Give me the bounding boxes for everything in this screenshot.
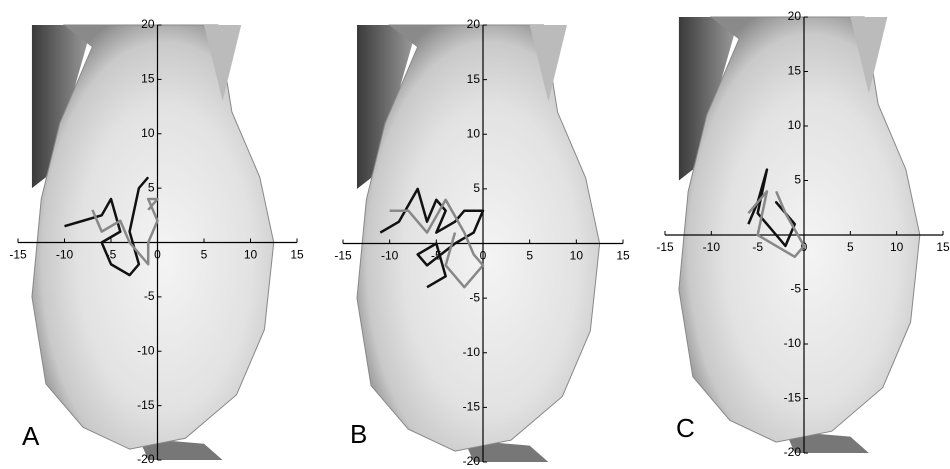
x-tick-label: 0 — [154, 248, 161, 262]
x-tick-label: 15 — [290, 248, 304, 262]
y-tick-label: 20 — [788, 9, 802, 23]
y-tick-label: -5 — [790, 282, 801, 296]
x-tick-label: 0 — [480, 249, 487, 263]
panel-label: C — [676, 413, 695, 443]
x-tick-label: 10 — [570, 249, 584, 263]
y-tick-label: -10 — [463, 345, 481, 359]
y-tick-label: 15 — [141, 72, 155, 86]
y-tick-label: 5 — [473, 181, 480, 195]
y-tick-label: 15 — [788, 64, 802, 78]
y-tick-label: 20 — [141, 17, 155, 31]
y-tick-label: 10 — [788, 118, 802, 132]
x-tick-label: 5 — [847, 240, 854, 254]
y-tick-label: 5 — [148, 180, 155, 194]
y-tick-label: 15 — [467, 72, 481, 86]
y-tick-label: -20 — [137, 452, 155, 466]
x-tick-label: -10 — [56, 248, 74, 262]
x-tick-label: 15 — [936, 240, 950, 254]
y-tick-label: -15 — [784, 391, 802, 405]
x-tick-label: -10 — [703, 240, 721, 254]
x-tick-label: 15 — [616, 249, 630, 263]
panel-label: A — [22, 421, 40, 451]
y-tick-label: -5 — [469, 290, 480, 304]
y-tick-label: -20 — [784, 445, 802, 459]
y-tick-label: 20 — [467, 17, 481, 31]
y-tick-label: -15 — [137, 398, 155, 412]
y-tick-label: 10 — [141, 126, 155, 140]
y-tick-label: -15 — [463, 400, 481, 414]
x-tick-label: 5 — [526, 249, 533, 263]
y-tick-label: 10 — [467, 126, 481, 140]
y-tick-label: 5 — [794, 173, 801, 187]
x-tick-label: -15 — [656, 240, 674, 254]
y-tick-label: -20 — [463, 454, 481, 468]
x-tick-label: 10 — [890, 240, 904, 254]
panel-label: B — [350, 419, 367, 449]
y-tick-label: -5 — [144, 289, 155, 303]
y-tick-label: -10 — [137, 343, 155, 357]
x-tick-label: -5 — [752, 240, 763, 254]
x-tick-label: 10 — [244, 248, 258, 262]
x-tick-label: -15 — [334, 249, 352, 263]
x-tick-label: -10 — [381, 249, 399, 263]
x-tick-label: -15 — [9, 248, 27, 262]
x-tick-label: 5 — [201, 248, 208, 262]
figure: -15 -10 -5 0 5 10 15 20 15 10 5 -5 -10 -15 -20 A -15 -10 -… — [0, 0, 950, 469]
y-tick-label: -10 — [784, 336, 802, 350]
